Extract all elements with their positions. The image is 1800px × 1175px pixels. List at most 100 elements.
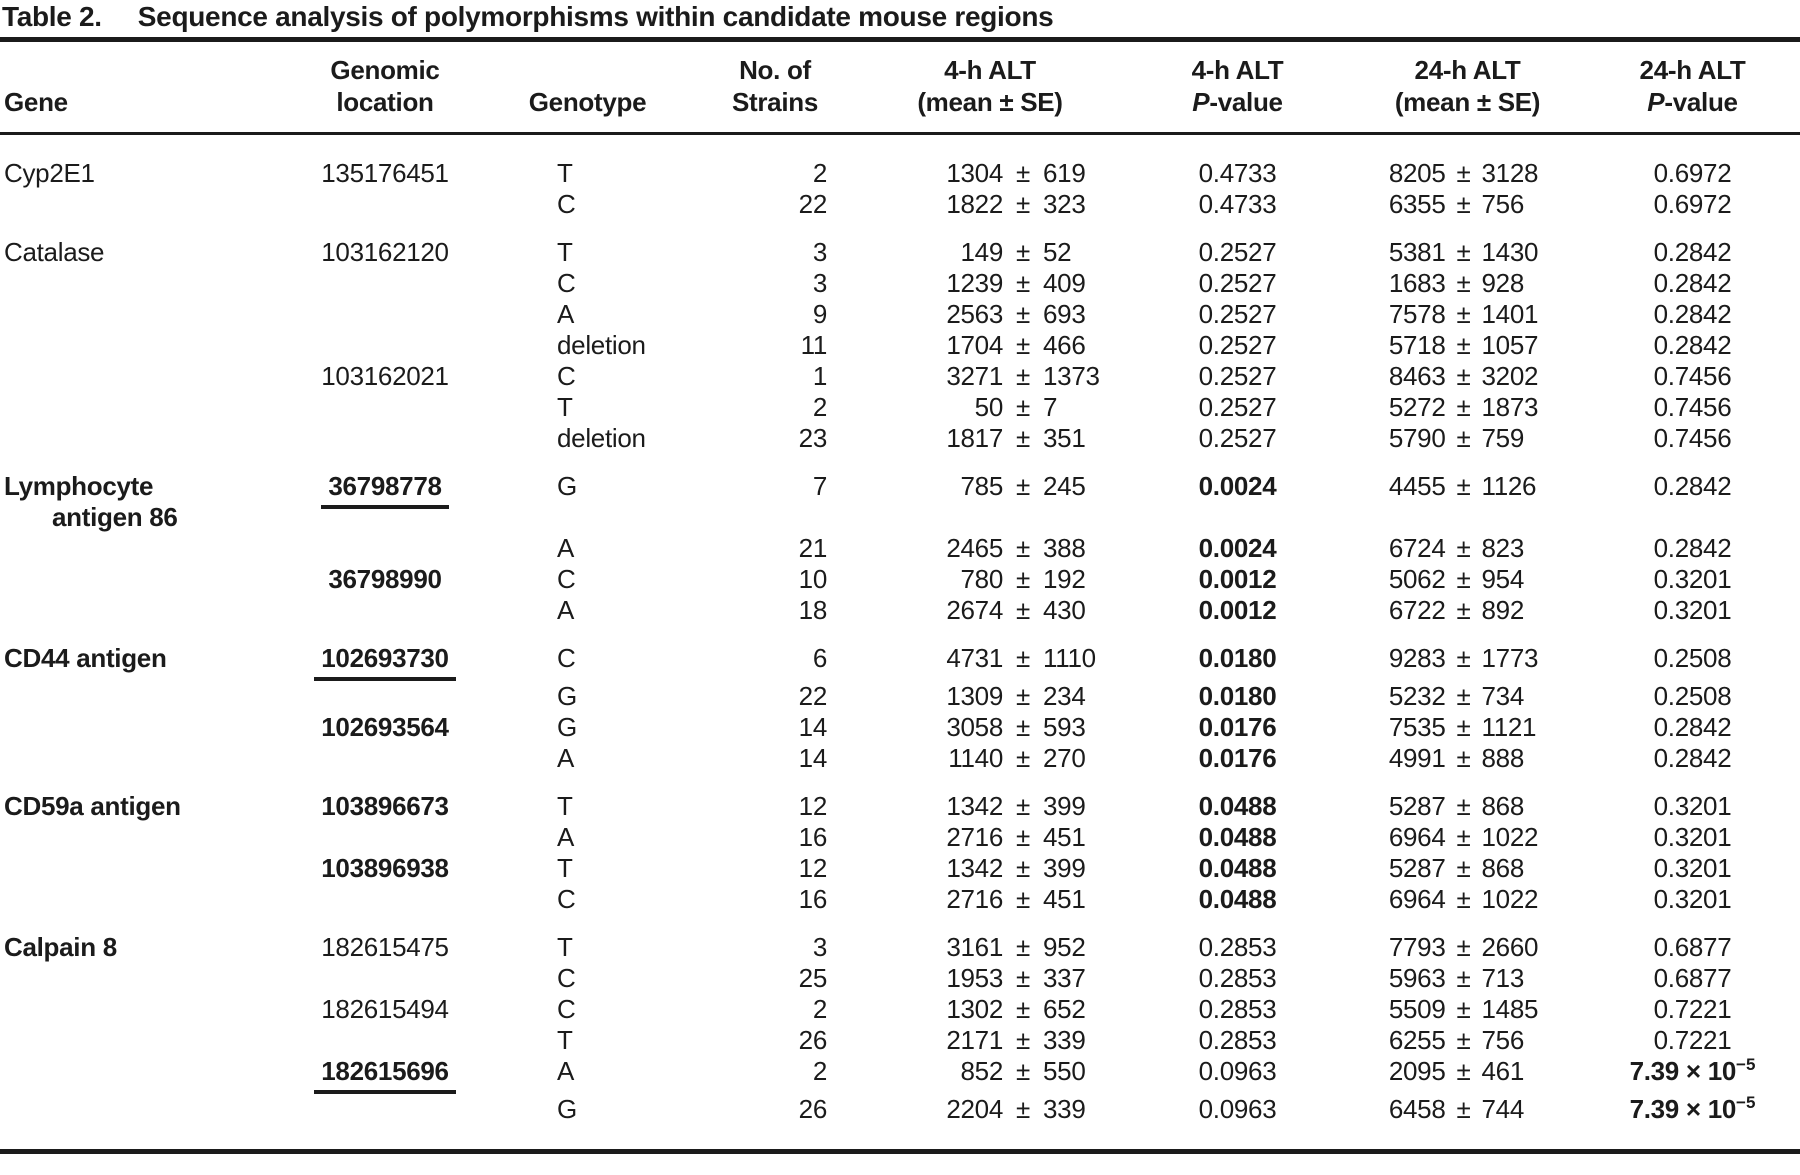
alt4-mean-value: 1704 [946,330,1003,360]
gene-cell [0,712,290,743]
pvalue-24h-value: 0.2842 [1653,299,1732,329]
strains-value: 23 [798,423,828,453]
plus-minus-sign: ± [1016,1094,1030,1124]
plus-minus-sign: ± [1456,330,1471,360]
col-header-genomic-location: Genomic location [290,42,480,135]
strains-value: 26 [798,1025,828,1055]
header-line: 24-h ALT [1639,55,1746,85]
strains-value: 16 [798,884,828,914]
genotype-value: A [557,533,575,563]
plus-minus-sign: ± [1456,158,1471,188]
plus-minus-sign: ± [1456,299,1471,329]
strains-cell: 2 [695,392,855,423]
genomic-location-value: 182615494 [321,994,449,1024]
pvalue-24h-cell: 0.2842 [1585,330,1800,361]
pvalue-24h-cell: 0.6972 [1585,189,1800,220]
alt4-se-value: 399 [1043,791,1086,821]
table-row: deletion 23 1817 ±351 0.2527 5790 ±759 0.7… [0,423,1800,454]
alt24-mean-value: 9283 [1388,643,1446,673]
pvalue-4h-cell: 0.0963 [1125,1056,1350,1094]
alt24-mean-value: 4991 [1388,743,1446,773]
pvalue-4h-value: 0.0012 [1198,564,1277,594]
alt4-mean-se-cell: 2674 ±430 [855,595,1125,626]
genomic-location-cell: 102693564 [290,712,480,743]
pvalue-4h-cell: 0.0012 [1125,564,1350,595]
plus-minus-sign: ± [1456,1025,1471,1055]
strains-cell: 6 [695,626,855,681]
plus-minus-sign: ± [1016,471,1030,501]
alt4-mean-value: 2465 [946,533,1003,563]
alt24-se-value: 1022 [1481,884,1539,914]
pvalue-4h-cell: 0.0176 [1125,743,1350,774]
strains-cell: 23 [695,423,855,454]
plus-minus-sign: ± [1456,268,1471,298]
pvalue-24h-value: 0.3201 [1653,884,1732,914]
alt4-mean-se-cell: 1309 ±234 [855,681,1125,712]
genotype-cell: T [480,915,695,963]
gene-cell [0,533,290,564]
col-header-24h-alt-pvalue: 24-h ALT P-value [1585,42,1800,135]
gene-cell [0,743,290,774]
strains-cell: 2 [695,134,855,190]
gene-cell [0,189,290,220]
alt24-se-value: 928 [1481,268,1525,298]
alt4-mean-value: 1140 [948,743,1003,773]
p-italic: P [1192,87,1210,117]
alt24-mean-value: 6964 [1388,884,1446,914]
strains-value: 12 [798,853,828,883]
genotype-cell: C [480,564,695,595]
alt24-se-value: 1401 [1481,299,1539,329]
alt24-mean-value: 1683 [1388,268,1446,298]
strains-cell: 12 [695,853,855,884]
genotype-cell: C [480,189,695,220]
alt4-mean-value: 852 [960,1056,1004,1086]
header-line: location [336,87,434,117]
genotype-value: C [557,361,576,391]
plus-minus-sign: ± [1016,189,1030,219]
alt4-mean-se-cell: 780 ±192 [855,564,1125,595]
pvalue-24h-cell: 0.2508 [1585,681,1800,712]
strains-cell: 3 [695,220,855,268]
pvalue-4h-cell: 0.0488 [1125,774,1350,822]
plus-minus-sign: ± [1456,237,1471,267]
strains-cell: 3 [695,915,855,963]
strains-cell: 25 [695,963,855,994]
pvalue-24h-cell: 0.2842 [1585,454,1800,533]
alt24-mean-value: 6722 [1388,595,1446,625]
pvalue-4h-cell: 0.2527 [1125,268,1350,299]
plus-minus-sign: ± [1016,743,1030,773]
plus-minus-sign: ± [1016,1025,1030,1055]
genomic-location-cell: 182615696 [290,1056,480,1094]
plus-minus-sign: ± [1016,361,1030,391]
plus-minus-sign: ± [1456,533,1471,563]
genotype-value: A [557,822,575,852]
strains-cell: 14 [695,743,855,774]
header-line: (mean ± SE) [917,87,1063,117]
pvalue-24h-value: 0.2508 [1653,681,1732,711]
pvalue-24h-value: 0.3201 [1653,595,1732,625]
strains-value: 22 [798,681,828,711]
genomic-location-value: 103896938 [321,853,449,883]
genomic-location-cell [290,681,480,712]
pvalue-4h-cell: 0.0012 [1125,595,1350,626]
table-row: 182615494 C 2 1302 ±652 0.2853 5509 ±1485 … [0,994,1800,1025]
genotype-value: C [557,564,576,594]
genotype-cell: T [480,1025,695,1056]
pvalue-24h-cell: 0.3201 [1585,774,1800,822]
alt4-mean-value: 50 [974,392,1004,422]
alt4-se-value: 388 [1043,533,1086,563]
plus-minus-sign: ± [1456,361,1471,391]
pvalue-4h-cell: 0.0488 [1125,853,1350,884]
table-row: 182615696 A 2 852 ±550 0.0963 2095 ±461 7.… [0,1056,1800,1094]
genotype-cell: C [480,361,695,392]
alt4-mean-se-cell: 2716 ±451 [855,822,1125,853]
alt4-se-value: 245 [1043,471,1086,501]
gene-name: CD44 antigen [4,643,167,673]
pvalue-24h-cell: 0.6877 [1585,963,1800,994]
strains-value: 6 [812,643,827,673]
header-line: No. of [739,55,811,85]
genotype-cell: T [480,774,695,822]
plus-minus-sign: ± [1456,189,1471,219]
alt24-mean-se-cell: 6964 ±1022 [1350,822,1585,853]
